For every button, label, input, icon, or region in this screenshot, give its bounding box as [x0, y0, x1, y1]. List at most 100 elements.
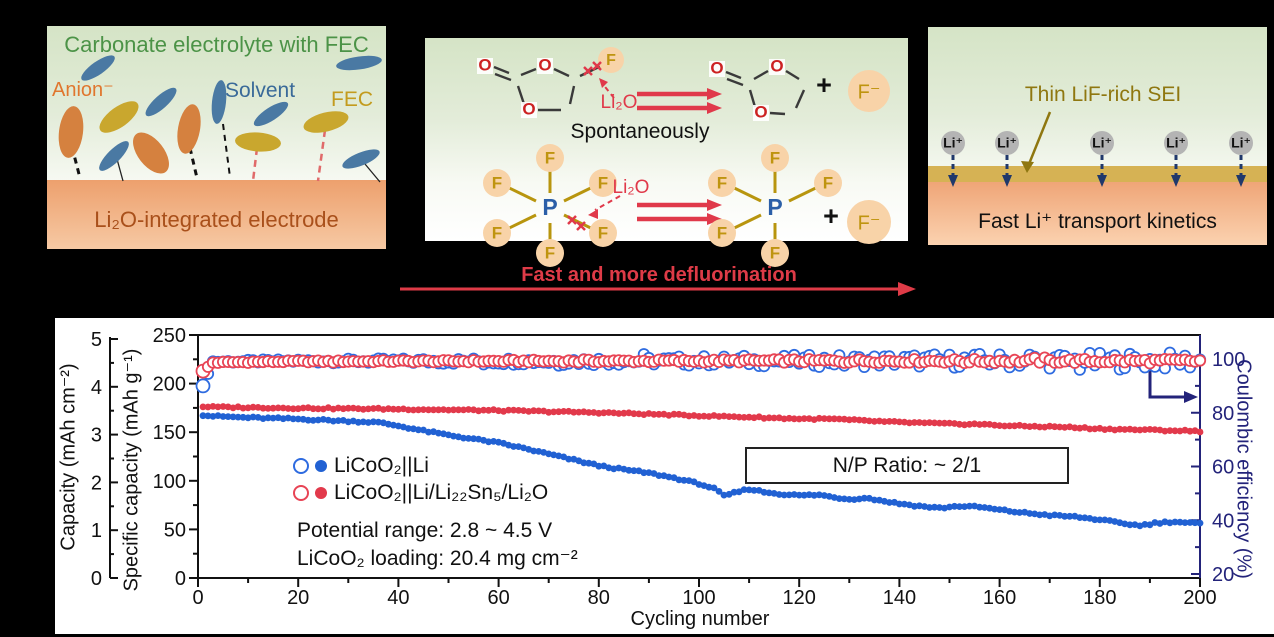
anion-tether [222, 123, 231, 178]
fluorine-atom: F [598, 173, 608, 192]
data-point [425, 428, 432, 436]
data-point [585, 409, 593, 416]
data-point [780, 415, 788, 423]
data-point [435, 406, 442, 414]
data-point [896, 418, 903, 426]
data-point [239, 413, 247, 421]
data-point [921, 419, 928, 427]
data-point [1081, 514, 1089, 522]
data-point [354, 405, 362, 413]
data-point [991, 505, 998, 513]
li-ion-label: Li⁺ [1166, 135, 1186, 151]
solvent-ellipse [342, 149, 380, 169]
data-point [855, 416, 863, 424]
anion-ellipse [58, 106, 84, 158]
data-point [1101, 516, 1109, 524]
data-point [956, 420, 963, 428]
data-point [800, 415, 808, 422]
data-point [740, 486, 748, 493]
data-point [535, 407, 543, 415]
reaction-arrows [637, 88, 722, 114]
fec-tether [251, 147, 259, 182]
data-point [745, 486, 753, 494]
data-point [415, 426, 422, 434]
li-transport-arrows [948, 155, 1246, 187]
legend-label: LiCoO₂||Li/Li₂₂Sn₅/Li₂O [334, 480, 549, 504]
data-point [835, 415, 843, 423]
atom-bg [709, 61, 725, 77]
data-point [976, 503, 983, 511]
li-ion-label: Li⁺ [943, 135, 963, 151]
data-point [359, 418, 367, 426]
anion-ellipse [177, 104, 201, 154]
data-point [750, 487, 758, 494]
data-point [825, 415, 833, 423]
solvent-ellipse [253, 101, 289, 127]
data-point [560, 408, 568, 415]
data-point [685, 412, 693, 420]
data-point [996, 506, 1003, 513]
data-point [284, 405, 292, 412]
data-point [720, 491, 728, 499]
data-point [600, 409, 608, 417]
data-point [886, 418, 893, 425]
data-point [505, 406, 512, 414]
data-point [1186, 519, 1194, 526]
data-point [860, 494, 868, 502]
data-point [510, 406, 517, 414]
open-circle-marker [293, 457, 309, 474]
data-point [565, 407, 573, 415]
data-point [515, 407, 522, 414]
oxygen-atom: O [478, 55, 491, 74]
data-point [349, 404, 357, 412]
fec-label: FEC [331, 88, 373, 111]
pf5-fluorines [708, 144, 842, 267]
fluorine-atom: F [545, 243, 555, 262]
data-point [244, 404, 252, 412]
atom-bg [753, 105, 769, 121]
bond-break-x [567, 215, 586, 231]
data-point [906, 419, 913, 427]
data-point [650, 411, 658, 418]
data-point [445, 406, 452, 414]
data-point [395, 405, 402, 413]
data-point [785, 491, 793, 499]
data-point [1016, 421, 1023, 429]
data-point [495, 407, 502, 415]
data-point [951, 502, 958, 510]
data-point [966, 420, 973, 428]
data-point [765, 414, 773, 422]
data-point [936, 419, 943, 427]
data-point [274, 404, 282, 412]
specific-capacity-axis-label: Specific capacity (mAh g⁻¹) [120, 348, 143, 592]
left-tick-label: 0 [175, 568, 186, 590]
data-point [916, 419, 923, 426]
data-point [715, 413, 723, 420]
data-point [655, 472, 663, 479]
data-point [1126, 521, 1134, 529]
data-point [1061, 512, 1069, 520]
data-point [590, 409, 598, 416]
data-point [800, 491, 808, 499]
li2o-attack-arrow [594, 195, 621, 211]
data-point [575, 408, 583, 416]
capacity-tick-label: 4 [91, 377, 102, 399]
data-point [1141, 521, 1149, 528]
data-point [485, 438, 492, 446]
data-point [485, 406, 492, 414]
data-point [956, 503, 963, 510]
data-point [415, 406, 422, 414]
data-point [1026, 510, 1034, 517]
data-point [745, 413, 753, 421]
data-point [680, 476, 688, 484]
solvent-ellipse [145, 87, 177, 117]
data-point [675, 476, 683, 484]
data-point [520, 407, 527, 414]
electrode-band [47, 180, 386, 249]
data-point [420, 406, 427, 413]
data-point [1066, 512, 1074, 520]
data-point [871, 496, 878, 504]
data-point [1036, 423, 1044, 431]
data-point [675, 410, 683, 418]
data-point [971, 420, 978, 428]
